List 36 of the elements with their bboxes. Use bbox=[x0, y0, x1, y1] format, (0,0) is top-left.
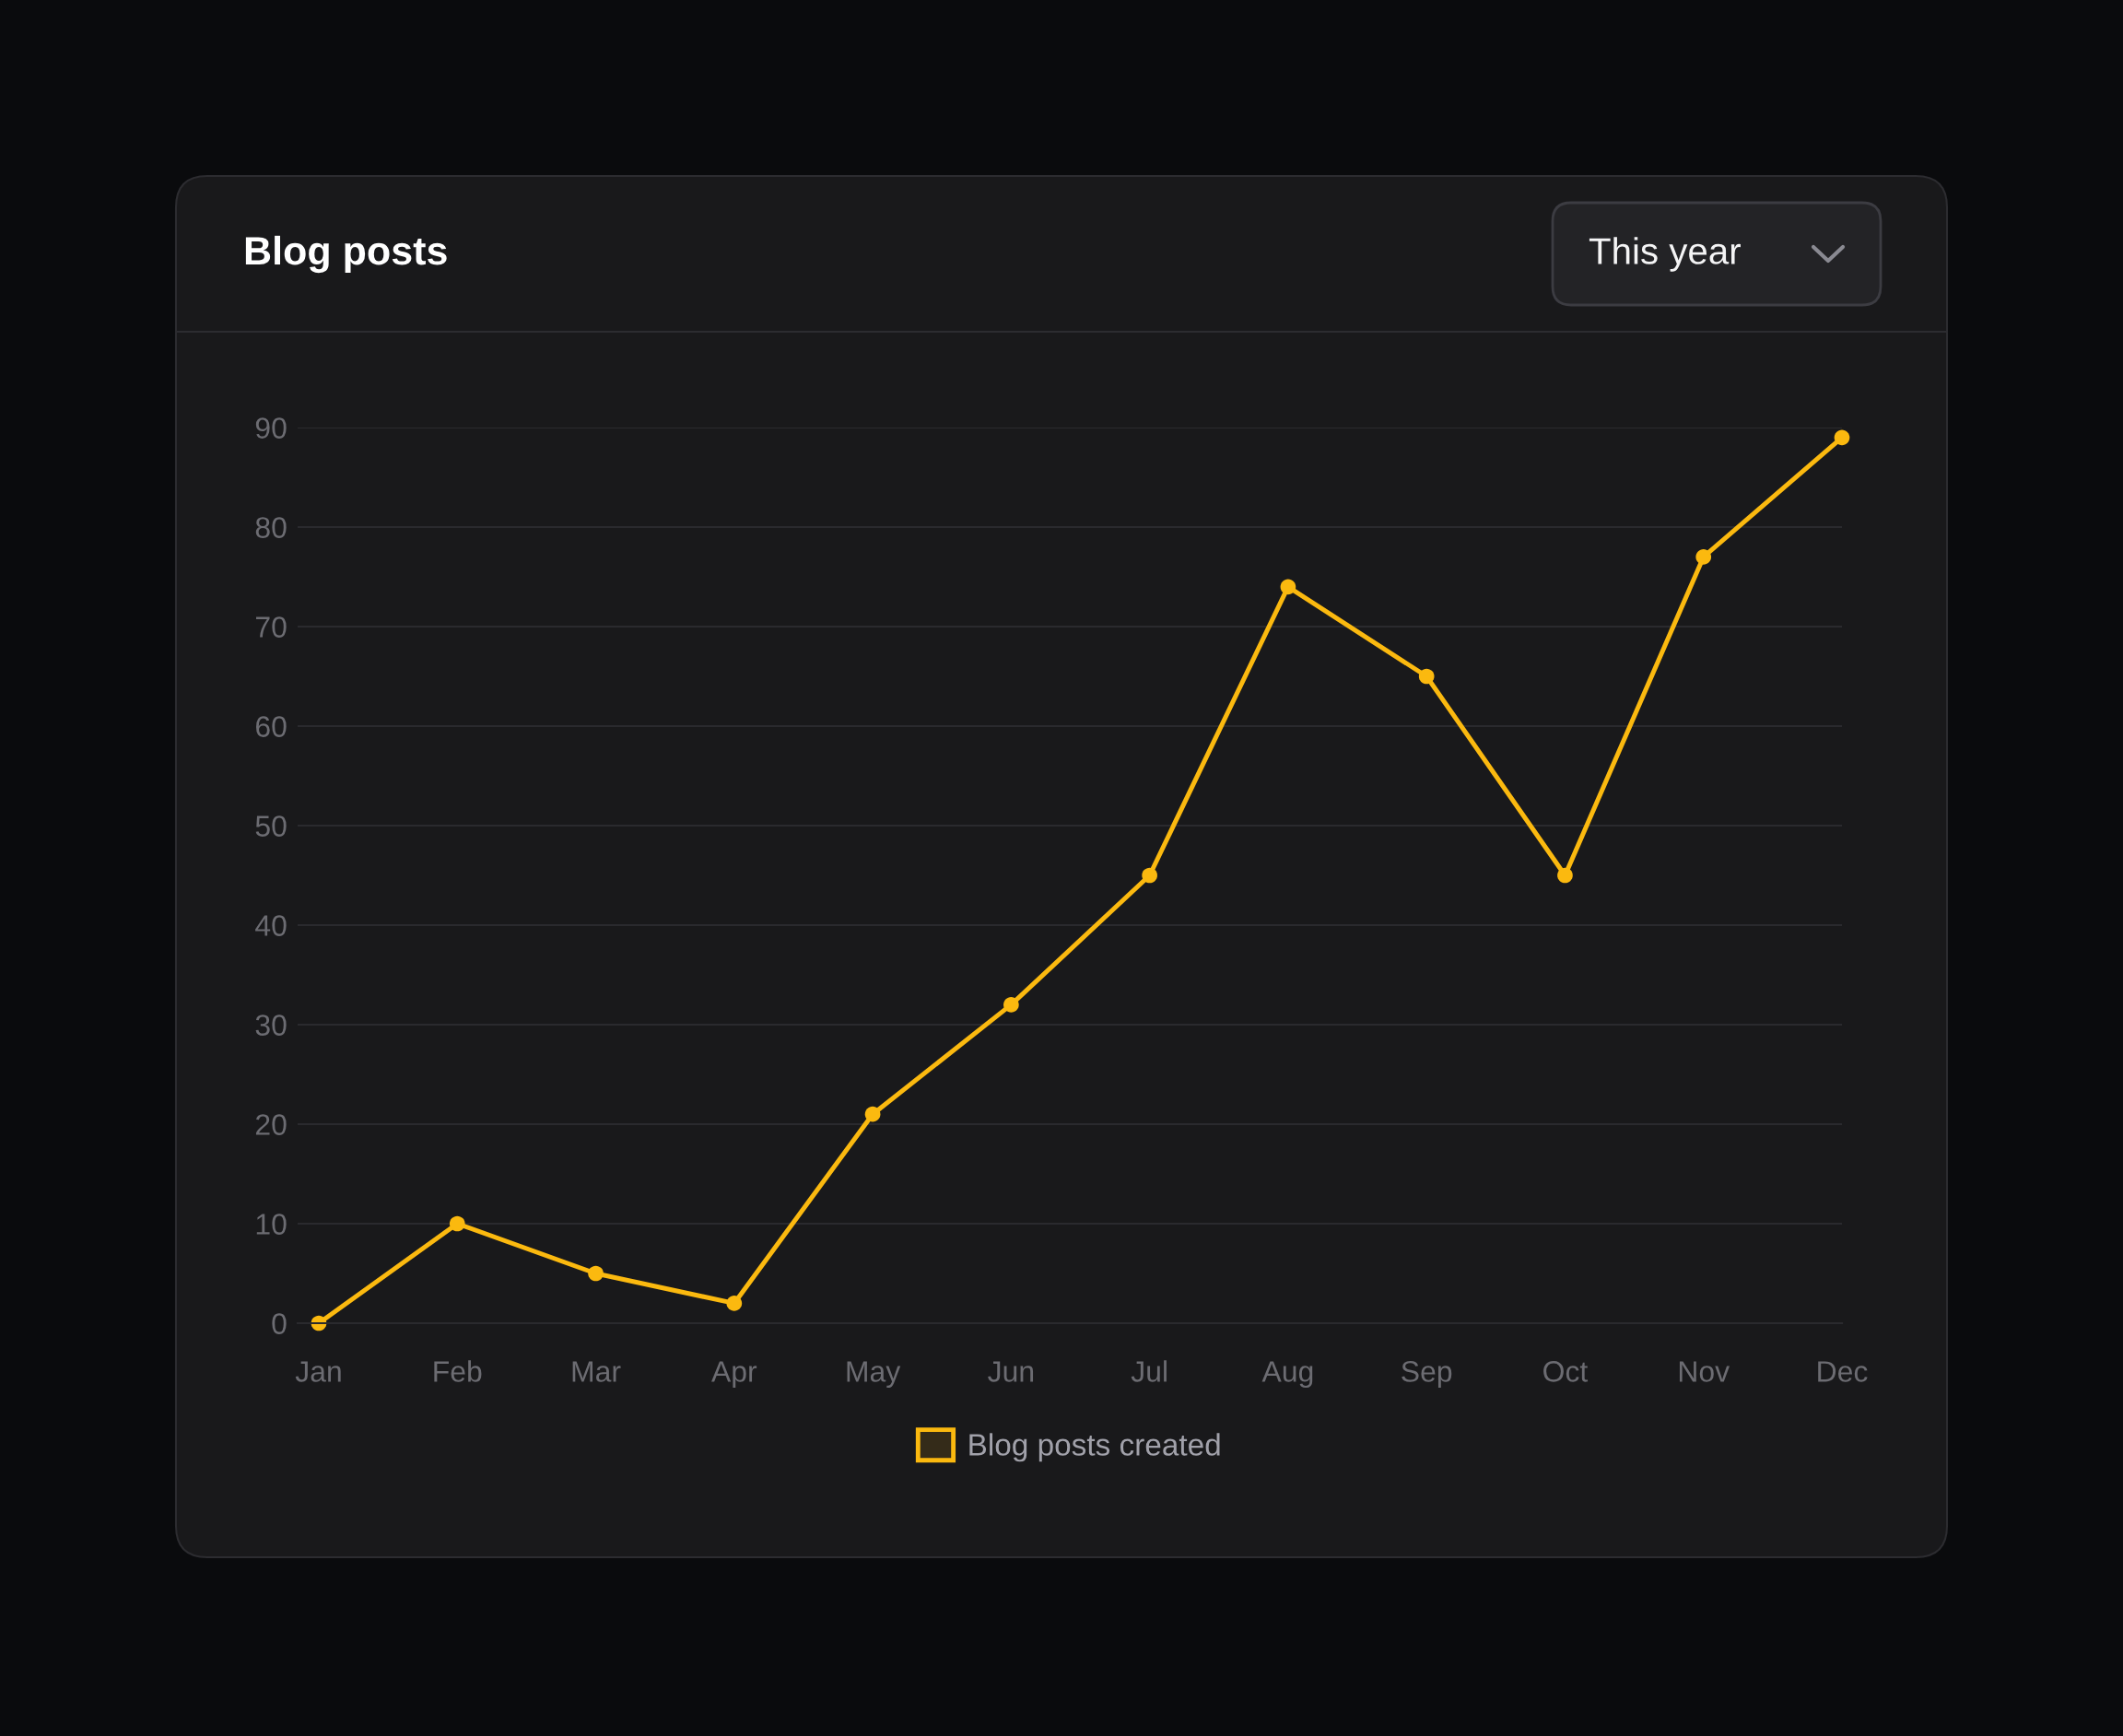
legend-label: Blog posts created bbox=[969, 1433, 1220, 1462]
x-tick-label: Nov bbox=[1679, 1361, 1730, 1382]
y-tick-label: 10 bbox=[256, 1214, 287, 1235]
point bbox=[1834, 429, 1850, 446]
x-tick-label: Jun bbox=[988, 1361, 1034, 1382]
x-tick-label: Mar bbox=[572, 1361, 621, 1382]
point bbox=[1557, 867, 1573, 884]
y-tick-label: 80 bbox=[255, 517, 287, 538]
text: This year bbox=[1589, 237, 1741, 272]
point bbox=[1280, 579, 1296, 595]
point bbox=[864, 1106, 881, 1122]
x-tick-label: Jul bbox=[1131, 1360, 1167, 1382]
x-tick-label: Aug bbox=[1261, 1361, 1313, 1389]
x-tick-label: Sep bbox=[1402, 1361, 1452, 1389]
x-tick-label: Dec bbox=[1818, 1361, 1868, 1382]
point bbox=[1418, 668, 1435, 685]
x-tick-label: Jan bbox=[295, 1361, 341, 1382]
point bbox=[588, 1265, 604, 1282]
point bbox=[1003, 997, 1019, 1013]
x-tick-label: Oct bbox=[1543, 1361, 1589, 1382]
point bbox=[1695, 549, 1712, 565]
y-tick-label: 40 bbox=[255, 915, 287, 936]
point bbox=[1142, 867, 1157, 884]
y-tick-label: 30 bbox=[255, 1015, 287, 1036]
y-tick-label: 60 bbox=[255, 716, 287, 737]
point bbox=[726, 1296, 743, 1311]
y-tick-label: 0 bbox=[272, 1313, 287, 1334]
x-tick-label: Feb bbox=[434, 1360, 482, 1382]
y-tick-label: 70 bbox=[256, 616, 287, 638]
y-tick-label: 20 bbox=[255, 1114, 287, 1135]
x-tick-label: Apr bbox=[711, 1361, 757, 1389]
point bbox=[449, 1215, 465, 1232]
x-tick-label: May bbox=[847, 1361, 901, 1389]
y-tick-label: 90 bbox=[255, 417, 287, 439]
y-tick-label: 50 bbox=[255, 815, 287, 837]
chart-title: Blog posts bbox=[245, 235, 447, 274]
